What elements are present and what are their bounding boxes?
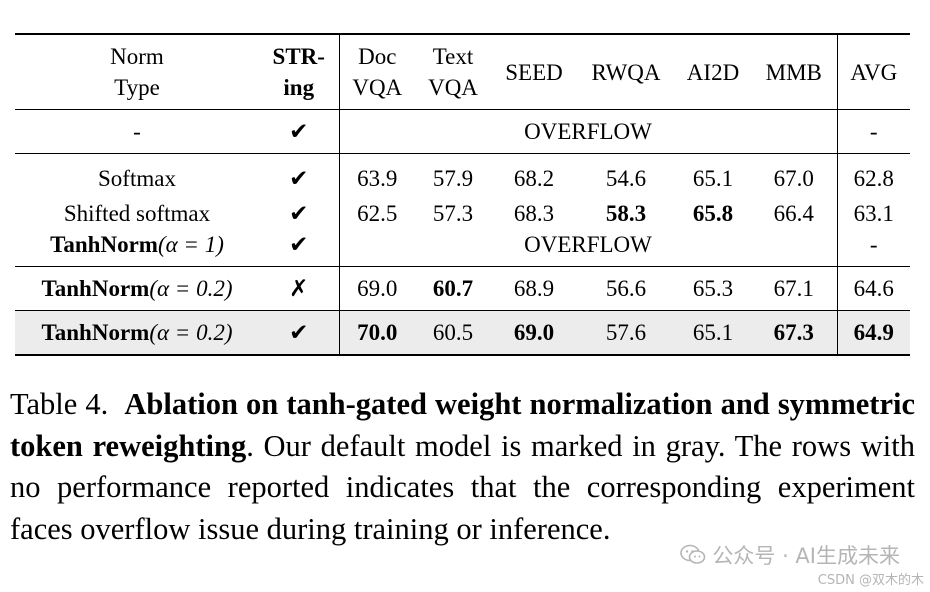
header-textvqa: Text VQA bbox=[415, 33, 491, 110]
value-cell-best: 70.0 bbox=[338, 310, 415, 356]
header-rwqa: RWQA bbox=[577, 33, 675, 110]
norm-type-cell: TanhNorm(α = 1) bbox=[15, 229, 259, 267]
table-row: TanhNorm(α = 0.2) ✗ 69.0 60.7 68.9 56.6 … bbox=[15, 266, 910, 311]
results-table-container: Norm Type STR-ing Doc VQA Text VQA SEED RWQ… bbox=[15, 33, 910, 356]
header-ai2d: AI2D bbox=[675, 33, 751, 110]
table-row: TanhNorm(α = 1) ✔ OVERFLOW - bbox=[15, 229, 910, 267]
table-caption: Table 4. Ablation on tanh-gated weight n… bbox=[10, 384, 915, 550]
value-cell: 57.6 bbox=[577, 310, 675, 356]
value-cell: 68.2 bbox=[513, 166, 555, 191]
value-cell: 57.9 bbox=[432, 166, 474, 191]
caption-title: Ablation on tanh-gated weight normalizat… bbox=[10, 387, 915, 463]
caption-label: Table 4. bbox=[10, 387, 109, 421]
header-avg: AVG bbox=[836, 33, 910, 110]
value-cell: 69.0 bbox=[338, 266, 415, 311]
value-cell: 56.6 bbox=[577, 266, 675, 311]
value-cell: 66.4 bbox=[773, 200, 814, 226]
table-row: - ✔ OVERFLOW - bbox=[15, 109, 910, 154]
norm-type-cell: TanhNorm(α = 0.2) bbox=[15, 310, 259, 356]
norm-type-cell: - bbox=[15, 109, 259, 154]
header-string: STR-ing bbox=[259, 33, 339, 110]
string-mark-check-icon: ✔ bbox=[259, 229, 339, 267]
norm-type-cell: Shifted softmax bbox=[63, 200, 211, 226]
ablation-table: Norm Type STR-ing Doc VQA Text VQA SEED RWQ… bbox=[15, 33, 910, 356]
wechat-icon bbox=[680, 544, 706, 564]
avg-cell: - bbox=[836, 229, 910, 267]
value-cell: 68.9 bbox=[491, 266, 577, 311]
value-cell: 57.3 bbox=[432, 200, 474, 226]
watermark-csdn: CSDN @双木的木 bbox=[817, 573, 924, 588]
table-header-row: Norm Type STR-ing Doc VQA Text VQA SEED RWQ… bbox=[15, 33, 910, 110]
value-cell-best: 69.0 bbox=[491, 310, 577, 356]
value-cell: 65.1 bbox=[675, 310, 751, 356]
value-cell: 54.6 bbox=[605, 166, 647, 191]
header-docvqa: Doc VQA bbox=[338, 33, 415, 110]
string-mark-check-icon: ✔ bbox=[259, 109, 339, 154]
avg-cell: 63.1 bbox=[836, 198, 910, 229]
value-cell: 67.0 bbox=[773, 166, 814, 191]
norm-type-cell: Softmax bbox=[98, 166, 176, 191]
header-norm-type: Norm Type bbox=[15, 33, 259, 110]
overflow-cell: OVERFLOW bbox=[338, 229, 837, 267]
overflow-cell: OVERFLOW bbox=[338, 109, 837, 154]
string-mark-check-icon: ✔ bbox=[289, 166, 309, 191]
table-row-default: TanhNorm(α = 0.2) ✔ 70.0 60.5 69.0 57.6 … bbox=[15, 310, 910, 356]
avg-cell-best: 64.9 bbox=[836, 310, 910, 356]
value-cell: 67.1 bbox=[751, 266, 837, 311]
string-mark-check-icon: ✔ bbox=[289, 200, 309, 226]
avg-cell: 62.8 bbox=[836, 153, 910, 198]
norm-type-cell: TanhNorm(α = 0.2) bbox=[15, 266, 259, 311]
value-cell: 65.3 bbox=[675, 266, 751, 311]
value-cell: 65.1 bbox=[692, 166, 734, 191]
value-cell-best: 58.3 bbox=[605, 200, 647, 226]
avg-cell: - bbox=[836, 109, 910, 154]
value-cell: 62.5 bbox=[338, 198, 415, 229]
watermark-text: 公众号 · AI生成未来 bbox=[712, 544, 900, 568]
table-row: Shifted softmax ✔ 62.5 57.3 68.3 58.3 65… bbox=[15, 198, 910, 229]
header-mmb: MMB bbox=[751, 33, 837, 110]
avg-cell: 64.6 bbox=[836, 266, 910, 311]
watermark-wechat: 公众号 · AI生成未来 bbox=[680, 540, 900, 570]
value-cell: 63.9 bbox=[338, 153, 415, 198]
table-row: Softmax ✔ 63.9 57.9 68.2 54.6 65.1 67.0 … bbox=[15, 153, 910, 198]
value-cell: 68.3 bbox=[513, 200, 555, 226]
string-mark-check-icon: ✔ bbox=[259, 310, 339, 356]
value-cell: 60.5 bbox=[415, 310, 491, 356]
string-mark-cross-icon: ✗ bbox=[259, 266, 339, 311]
value-cell-best: 60.7 bbox=[415, 266, 491, 311]
value-cell-best: 65.8 bbox=[692, 200, 734, 226]
header-seed: SEED bbox=[491, 33, 577, 110]
caption-body: . Our default model is marked in gray. T… bbox=[10, 428, 915, 546]
value-cell-best: 67.3 bbox=[751, 310, 837, 356]
